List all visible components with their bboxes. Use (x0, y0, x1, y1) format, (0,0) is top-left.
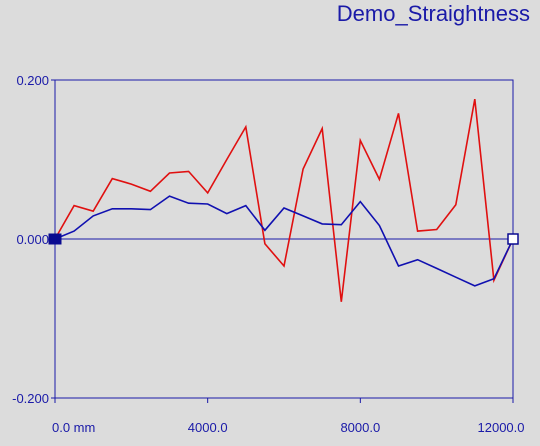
endpoint-markers (48, 233, 519, 245)
series-line-0 (54, 98, 514, 302)
x-tick-label-2: 8000.0 (340, 420, 380, 435)
chart-title: Demo_Straightness (337, 1, 530, 26)
tick-labels: 0.200 0.000 -0.2000.0 mm 4000.0 8000.0 12000.… (12, 73, 524, 435)
y-tick-label-1: 0.000 (16, 232, 49, 247)
axes (51, 79, 514, 403)
y-tick-label-0: 0.200 (16, 73, 49, 88)
y-tick-label-2: -0.200 (12, 391, 49, 406)
x-tick-label-1: 4000.0 (188, 420, 228, 435)
series-layer (54, 98, 514, 302)
x-tick-label-0: 0.0 mm (52, 420, 95, 435)
end-marker[interactable] (507, 233, 519, 245)
series-line-1 (54, 195, 514, 287)
start-marker[interactable] (48, 233, 62, 245)
x-tick-label-3: 12000.0 (478, 420, 525, 435)
